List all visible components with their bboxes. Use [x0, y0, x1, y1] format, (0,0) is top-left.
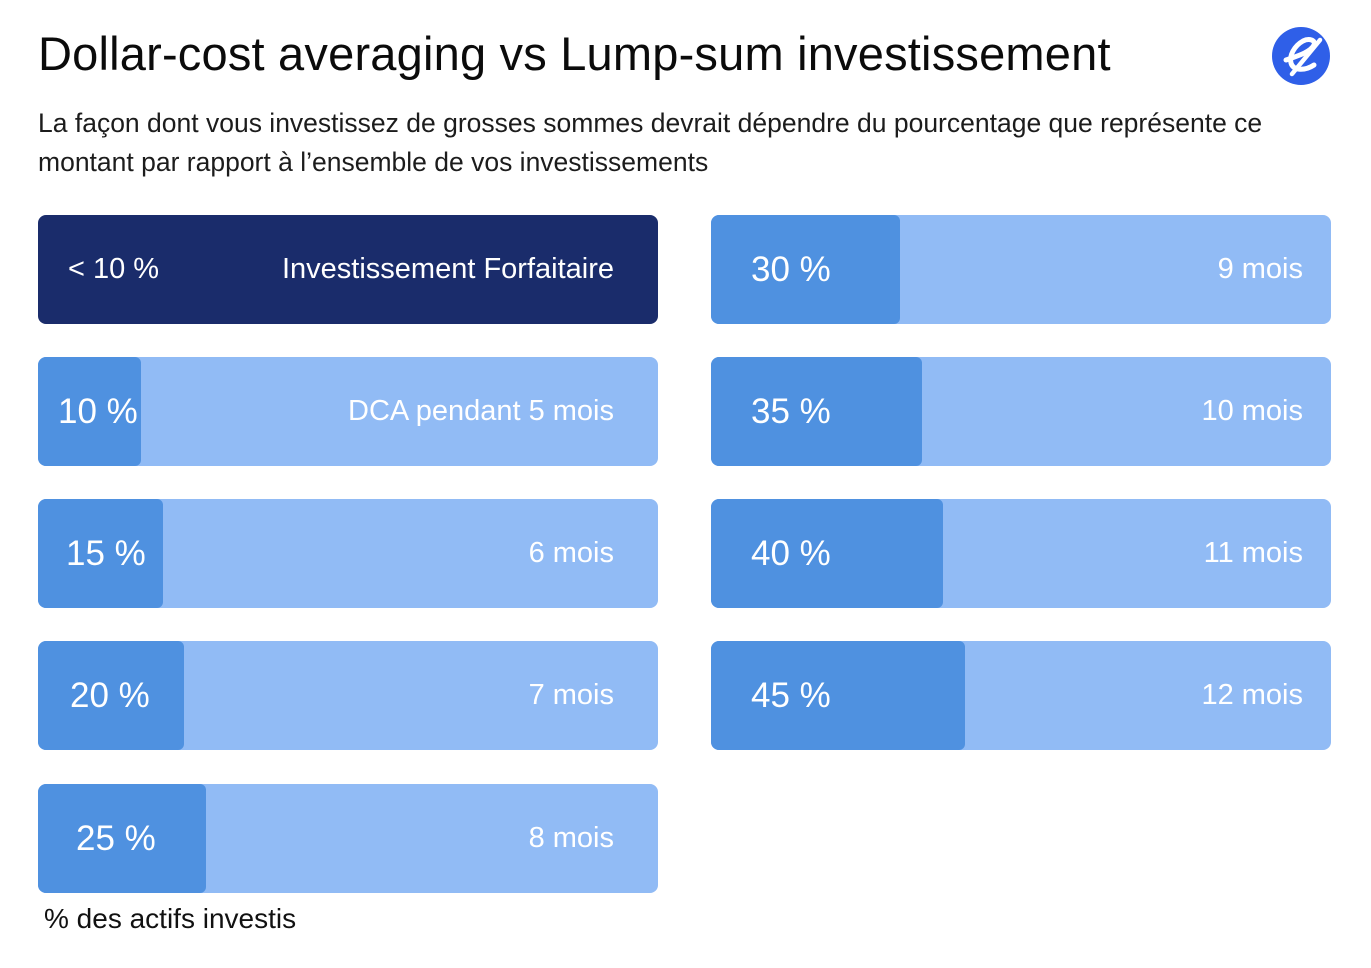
bar-fill: [711, 499, 943, 608]
bar-row: 45 % 12 mois: [711, 641, 1331, 750]
bar-percentage-label: 30 %: [751, 249, 831, 289]
bar-duration-label: 7 mois: [528, 679, 614, 711]
bar-fill: [711, 641, 965, 750]
bar-duration-label: 8 mois: [528, 822, 614, 854]
bar-row: 20 % 7 mois: [38, 641, 658, 750]
bar-percentage-label: 10 %: [58, 391, 138, 431]
brand-logo-icon: [1272, 27, 1330, 85]
bar-row: 30 % 9 mois: [711, 215, 1331, 324]
bar-fill: [38, 641, 184, 750]
bar-duration-label: 10 mois: [1201, 395, 1303, 427]
bar-fill: [38, 784, 206, 893]
bar-row-lump-sum: < 10 % Investissement Forfaitaire: [38, 215, 658, 324]
bar-row: 15 % 6 mois: [38, 499, 658, 608]
bar-duration-label: 6 mois: [528, 537, 614, 569]
bar-percentage-label: 35 %: [751, 391, 831, 431]
bar-fill: [711, 215, 900, 324]
bar-percentage-label: 45 %: [751, 675, 831, 715]
bar-row: 35 % 10 mois: [711, 357, 1331, 466]
bar-row: 10 % DCA pendant 5 mois: [38, 357, 658, 466]
chart-subtitle: La façon dont vous investissez de grosse…: [38, 108, 1263, 177]
bar-fill: [711, 357, 922, 466]
bar-row: 40 % 11 mois: [711, 499, 1331, 608]
bar-duration-label: 9 mois: [1217, 253, 1303, 285]
bar-duration-label: 11 mois: [1203, 537, 1303, 569]
chart-title: Dollar-cost averaging vs Lump-sum invest…: [38, 27, 1111, 80]
bar-percentage-label: 15 %: [66, 533, 146, 573]
bar-percentage-label: 40 %: [751, 533, 831, 573]
axis-note: % des actifs investis: [44, 903, 297, 934]
bar-duration-label: DCA pendant 5 mois: [348, 395, 614, 427]
bar-percentage-label: 25 %: [76, 818, 156, 858]
bar-duration-label: Investissement Forfaitaire: [281, 253, 614, 285]
bar-fill: [38, 499, 163, 608]
bar-duration-label: 12 mois: [1201, 679, 1303, 711]
bar-row: 25 % 8 mois: [38, 784, 658, 893]
bar-percentage-label: 20 %: [70, 675, 150, 715]
bar-fill: [38, 357, 141, 466]
bar-percentage-label: < 10 %: [68, 253, 160, 285]
